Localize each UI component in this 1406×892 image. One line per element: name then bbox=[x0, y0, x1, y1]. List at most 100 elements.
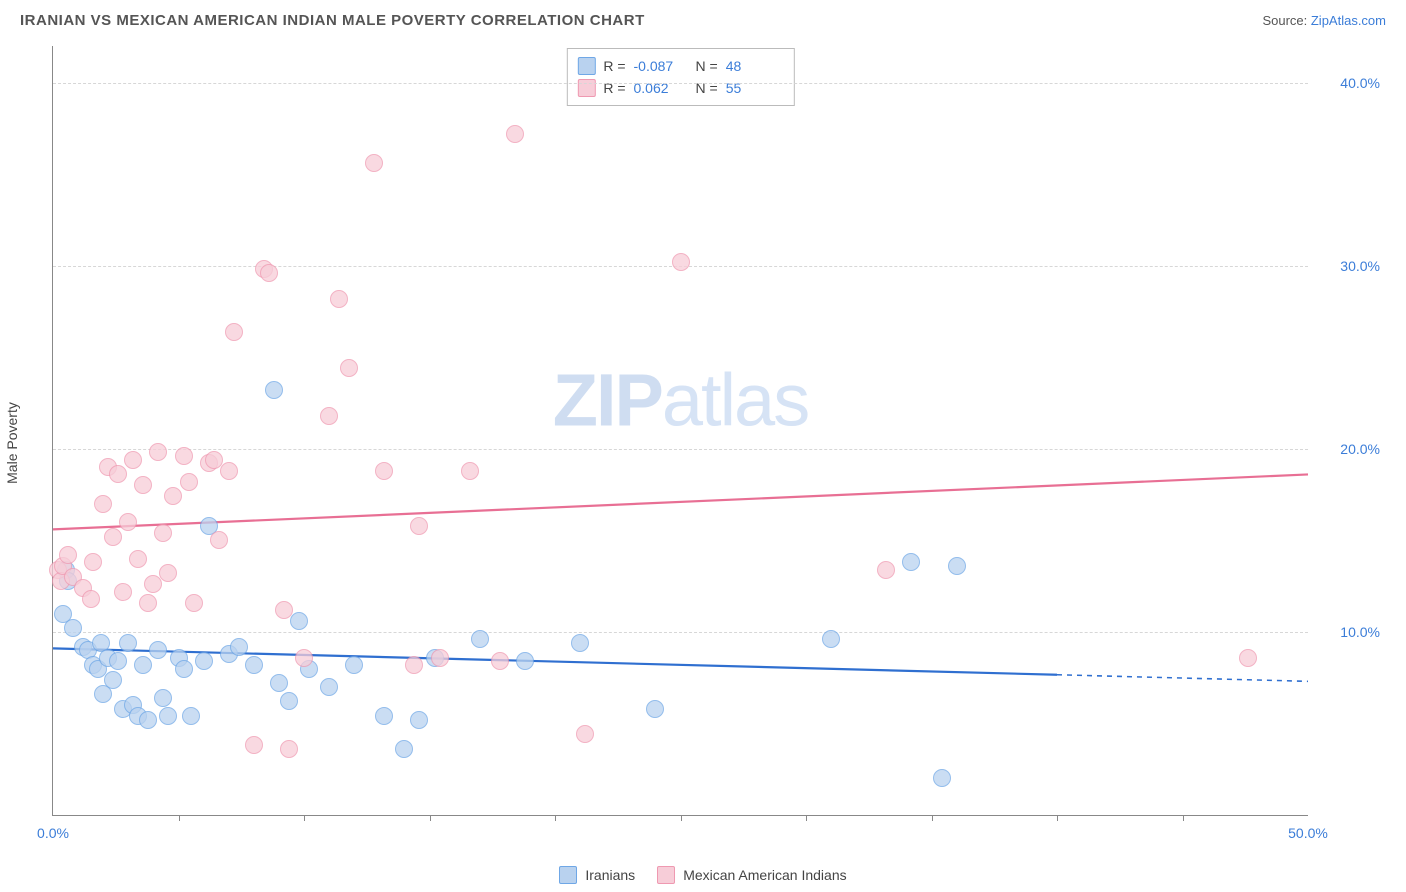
stats-row: R =-0.087N =48 bbox=[577, 55, 779, 77]
legend-label: Mexican American Indians bbox=[683, 867, 846, 883]
scatter-point bbox=[230, 638, 248, 656]
scatter-point bbox=[180, 473, 198, 491]
y-tick-label: 20.0% bbox=[1340, 441, 1380, 457]
stat-n-value: 48 bbox=[726, 58, 780, 74]
watermark-zip: ZIP bbox=[553, 358, 662, 441]
scatter-point bbox=[119, 513, 137, 531]
scatter-point bbox=[516, 652, 534, 670]
scatter-point bbox=[139, 711, 157, 729]
scatter-point bbox=[340, 359, 358, 377]
y-tick-label: 40.0% bbox=[1340, 75, 1380, 91]
scatter-point bbox=[275, 601, 293, 619]
scatter-point bbox=[491, 652, 509, 670]
x-tick bbox=[1183, 815, 1184, 821]
scatter-point bbox=[109, 465, 127, 483]
scatter-point bbox=[260, 264, 278, 282]
scatter-point bbox=[109, 652, 127, 670]
scatter-point bbox=[245, 656, 263, 674]
scatter-point bbox=[672, 253, 690, 271]
legend-swatch bbox=[559, 866, 577, 884]
scatter-point bbox=[124, 451, 142, 469]
scatter-point bbox=[144, 575, 162, 593]
scatter-point bbox=[149, 641, 167, 659]
scatter-point bbox=[345, 656, 363, 674]
scatter-point bbox=[59, 546, 77, 564]
scatter-point bbox=[265, 381, 283, 399]
scatter-point bbox=[290, 612, 308, 630]
legend-label: Iranians bbox=[585, 867, 635, 883]
scatter-point bbox=[159, 707, 177, 725]
gridline bbox=[53, 449, 1308, 450]
scatter-plot: ZIPatlas R =-0.087N =48R = 0.062N =55 10… bbox=[52, 46, 1308, 816]
x-tick bbox=[430, 815, 431, 821]
legend-item: Mexican American Indians bbox=[657, 866, 846, 884]
scatter-point bbox=[164, 487, 182, 505]
scatter-point bbox=[64, 619, 82, 637]
scatter-point bbox=[139, 594, 157, 612]
scatter-point bbox=[375, 707, 393, 725]
scatter-point bbox=[210, 531, 228, 549]
scatter-point bbox=[877, 561, 895, 579]
scatter-point bbox=[114, 583, 132, 601]
scatter-point bbox=[154, 689, 172, 707]
scatter-point bbox=[175, 447, 193, 465]
watermark-atlas: atlas bbox=[662, 358, 808, 441]
scatter-point bbox=[410, 711, 428, 729]
scatter-point bbox=[149, 443, 167, 461]
x-tick bbox=[681, 815, 682, 821]
scatter-point bbox=[395, 740, 413, 758]
x-tick bbox=[555, 815, 556, 821]
watermark: ZIPatlas bbox=[553, 357, 808, 442]
scatter-point bbox=[185, 594, 203, 612]
scatter-point bbox=[295, 649, 313, 667]
scatter-point bbox=[195, 652, 213, 670]
scatter-point bbox=[405, 656, 423, 674]
y-tick-label: 30.0% bbox=[1340, 258, 1380, 274]
scatter-point bbox=[220, 462, 238, 480]
scatter-point bbox=[1239, 649, 1257, 667]
x-tick bbox=[179, 815, 180, 821]
source-prefix: Source: bbox=[1262, 13, 1310, 28]
scatter-point bbox=[119, 634, 137, 652]
scatter-point bbox=[175, 660, 193, 678]
scatter-point bbox=[154, 524, 172, 542]
trend-line bbox=[53, 474, 1308, 529]
legend-item: Iranians bbox=[559, 866, 635, 884]
trend-line-dashed bbox=[1057, 675, 1308, 682]
scatter-point bbox=[182, 707, 200, 725]
scatter-point bbox=[933, 769, 951, 787]
chart-title: IRANIAN VS MEXICAN AMERICAN INDIAN MALE … bbox=[20, 12, 645, 29]
scatter-point bbox=[471, 630, 489, 648]
scatter-point bbox=[104, 528, 122, 546]
x-tick bbox=[932, 815, 933, 821]
x-tick-label: 0.0% bbox=[37, 825, 69, 841]
scatter-point bbox=[320, 678, 338, 696]
x-tick bbox=[304, 815, 305, 821]
stat-n-label: N = bbox=[696, 58, 718, 74]
scatter-point bbox=[84, 553, 102, 571]
scatter-point bbox=[375, 462, 393, 480]
scatter-point bbox=[365, 154, 383, 172]
x-tick-label: 50.0% bbox=[1288, 825, 1328, 841]
scatter-point bbox=[571, 634, 589, 652]
source-link[interactable]: ZipAtlas.com bbox=[1311, 13, 1386, 28]
scatter-point bbox=[822, 630, 840, 648]
stats-box: R =-0.087N =48R = 0.062N =55 bbox=[566, 48, 794, 106]
scatter-point bbox=[576, 725, 594, 743]
scatter-point bbox=[159, 564, 177, 582]
x-tick bbox=[806, 815, 807, 821]
scatter-point bbox=[280, 692, 298, 710]
scatter-point bbox=[82, 590, 100, 608]
scatter-point bbox=[104, 671, 122, 689]
bottom-legend: Iranians Mexican American Indians bbox=[0, 866, 1406, 884]
scatter-point bbox=[245, 736, 263, 754]
scatter-point bbox=[320, 407, 338, 425]
trend-lines bbox=[53, 46, 1308, 815]
legend-swatch bbox=[657, 866, 675, 884]
scatter-point bbox=[431, 649, 449, 667]
scatter-point bbox=[280, 740, 298, 758]
y-tick-label: 10.0% bbox=[1340, 624, 1380, 640]
scatter-point bbox=[134, 656, 152, 674]
scatter-point bbox=[646, 700, 664, 718]
stats-row: R = 0.062N =55 bbox=[577, 77, 779, 99]
